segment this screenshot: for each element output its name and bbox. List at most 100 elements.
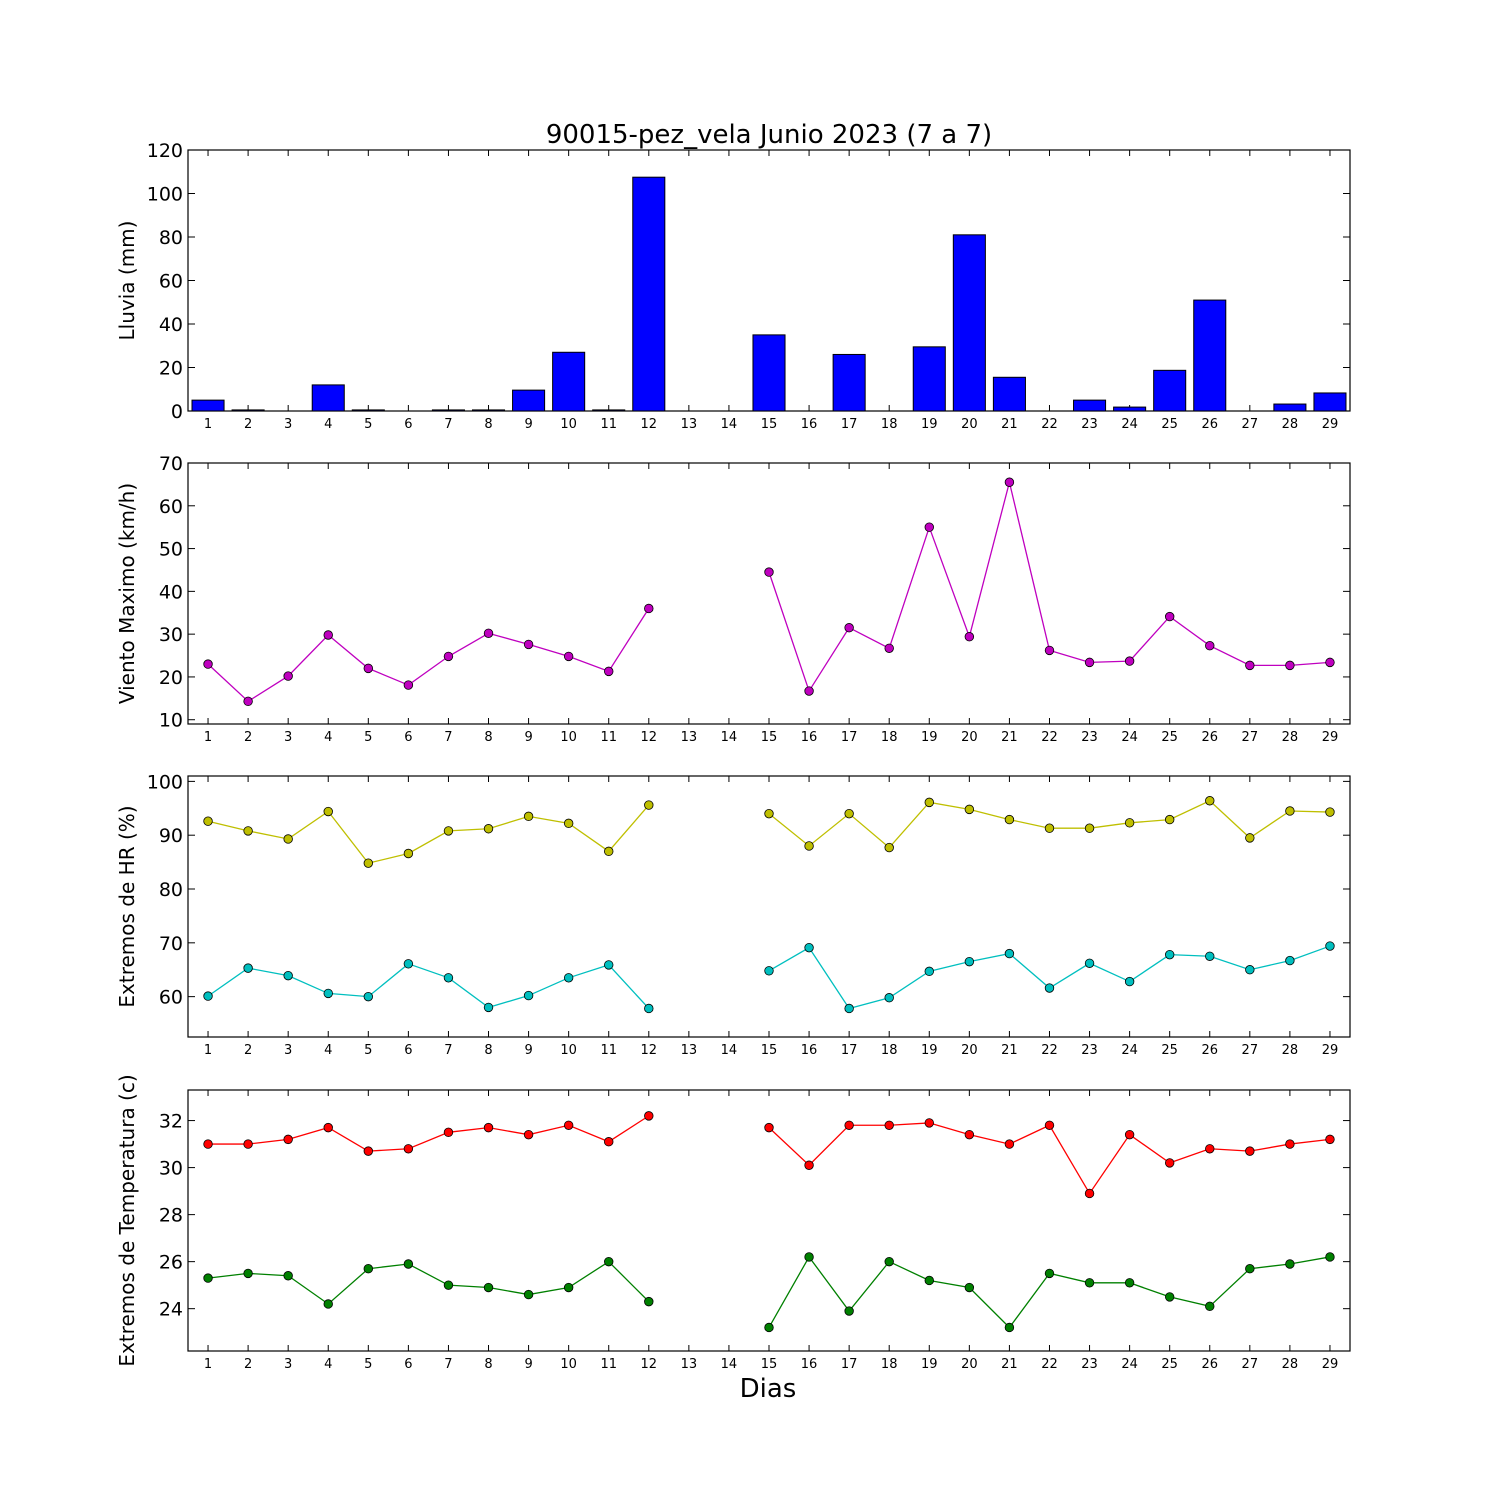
x-tick-label: 12 [641, 417, 658, 432]
y-tick-label: 20 [159, 667, 183, 689]
y-tick-label: 10 [159, 710, 183, 732]
y-axis-label: Viento Maximo (km/h) [115, 483, 139, 704]
data-point [283, 834, 293, 844]
data-point [1044, 983, 1055, 993]
data-point [283, 1271, 293, 1281]
rain-bar [1193, 299, 1227, 412]
x-tick-label: 11 [600, 417, 617, 432]
data-point [523, 1129, 534, 1140]
x-tick-label: 29 [1322, 1043, 1339, 1058]
x-tick-label: 16 [801, 417, 818, 432]
x-tick-label: 10 [560, 730, 577, 745]
data-point [443, 651, 454, 662]
data-point [323, 988, 333, 999]
x-tick-label: 26 [1201, 417, 1218, 432]
data-point [1245, 1146, 1255, 1156]
data-point [804, 686, 814, 696]
data-point [243, 1268, 253, 1279]
rain-bar [311, 384, 345, 412]
x-tick-label: 7 [444, 1357, 452, 1372]
data-point [1325, 1252, 1335, 1262]
data-point [884, 842, 894, 853]
data-point [604, 1256, 614, 1267]
x-tick-label: 4 [324, 1043, 332, 1058]
data-point [1164, 949, 1175, 960]
x-tick-label: 16 [801, 1357, 818, 1372]
y-tick-label: 50 [159, 539, 183, 561]
data-point [764, 1322, 774, 1333]
data-point [804, 841, 814, 851]
data-point [283, 671, 293, 681]
x-tick-label: 14 [721, 1043, 738, 1058]
rain-bar [1113, 406, 1147, 412]
data-point [1004, 477, 1015, 487]
x-tick-label: 26 [1201, 1043, 1218, 1058]
data-point [1004, 1322, 1015, 1333]
data-point [924, 1275, 934, 1286]
data-point [243, 826, 253, 836]
x-tick-label: 1 [204, 730, 212, 745]
data-point [884, 643, 894, 653]
rain-bar [832, 353, 866, 412]
x-tick-label: 4 [324, 730, 332, 745]
data-point [483, 1122, 494, 1133]
data-point [323, 1122, 333, 1133]
x-tick-label: 29 [1322, 730, 1339, 745]
x-tick-label: 18 [881, 1043, 898, 1058]
x-tick-label: 9 [524, 730, 532, 745]
rain-bar [351, 409, 385, 412]
y-tick-label: 80 [159, 879, 183, 901]
x-tick-label: 5 [364, 1357, 372, 1372]
data-point [483, 628, 494, 638]
data-point [644, 1111, 654, 1121]
y-tick-label: 60 [159, 987, 183, 1009]
x-tick-label: 15 [761, 417, 778, 432]
data-point [964, 956, 975, 967]
x-tick-label: 13 [681, 417, 698, 432]
data-point [844, 623, 854, 633]
x-tick-label: 11 [600, 730, 617, 745]
x-tick-label: 24 [1121, 1043, 1138, 1058]
y-axis-label: Extremos de Temperatura (c) [115, 1074, 139, 1366]
data-point [764, 966, 774, 976]
x-tick-label: 19 [921, 1357, 938, 1372]
y-tick-label: 20 [159, 358, 183, 380]
data-point [884, 993, 894, 1003]
x-tick-label: 22 [1041, 417, 1058, 432]
x-tick-label: 28 [1282, 730, 1299, 745]
x-tick-label: 15 [761, 730, 778, 745]
data-point [644, 1296, 654, 1307]
data-point [563, 1120, 574, 1130]
rain-bar [1273, 403, 1307, 412]
x-tick-label: 23 [1081, 1357, 1098, 1372]
data-point [443, 826, 454, 836]
x-tick-label: 10 [560, 417, 577, 432]
rain-bar [752, 334, 786, 412]
data-point [483, 1282, 494, 1293]
data-point [964, 632, 975, 642]
x-tick-label: 11 [600, 1357, 617, 1372]
x-tick-label: 1 [204, 1043, 212, 1058]
plot-frame [187, 462, 1351, 725]
rain-bar [592, 409, 626, 412]
data-point [604, 846, 614, 857]
x-tick-label: 9 [524, 417, 532, 432]
x-tick-label: 27 [1242, 730, 1259, 745]
x-tick-label: 4 [324, 1357, 332, 1372]
x-tick-label: 28 [1282, 1357, 1299, 1372]
x-tick-label: 29 [1322, 417, 1339, 432]
data-point [924, 797, 934, 808]
y-tick-label: 30 [159, 624, 183, 646]
x-tick-label: 7 [444, 1043, 452, 1058]
data-point [483, 824, 494, 834]
data-point [1245, 965, 1255, 975]
data-point [1124, 656, 1135, 666]
data-point [243, 696, 253, 707]
data-point [1245, 833, 1255, 843]
x-tick-label: 1 [204, 1357, 212, 1372]
y-tick-label: 100 [147, 771, 183, 793]
x-tick-label: 8 [484, 1357, 492, 1372]
y-tick-label: 40 [159, 314, 183, 336]
